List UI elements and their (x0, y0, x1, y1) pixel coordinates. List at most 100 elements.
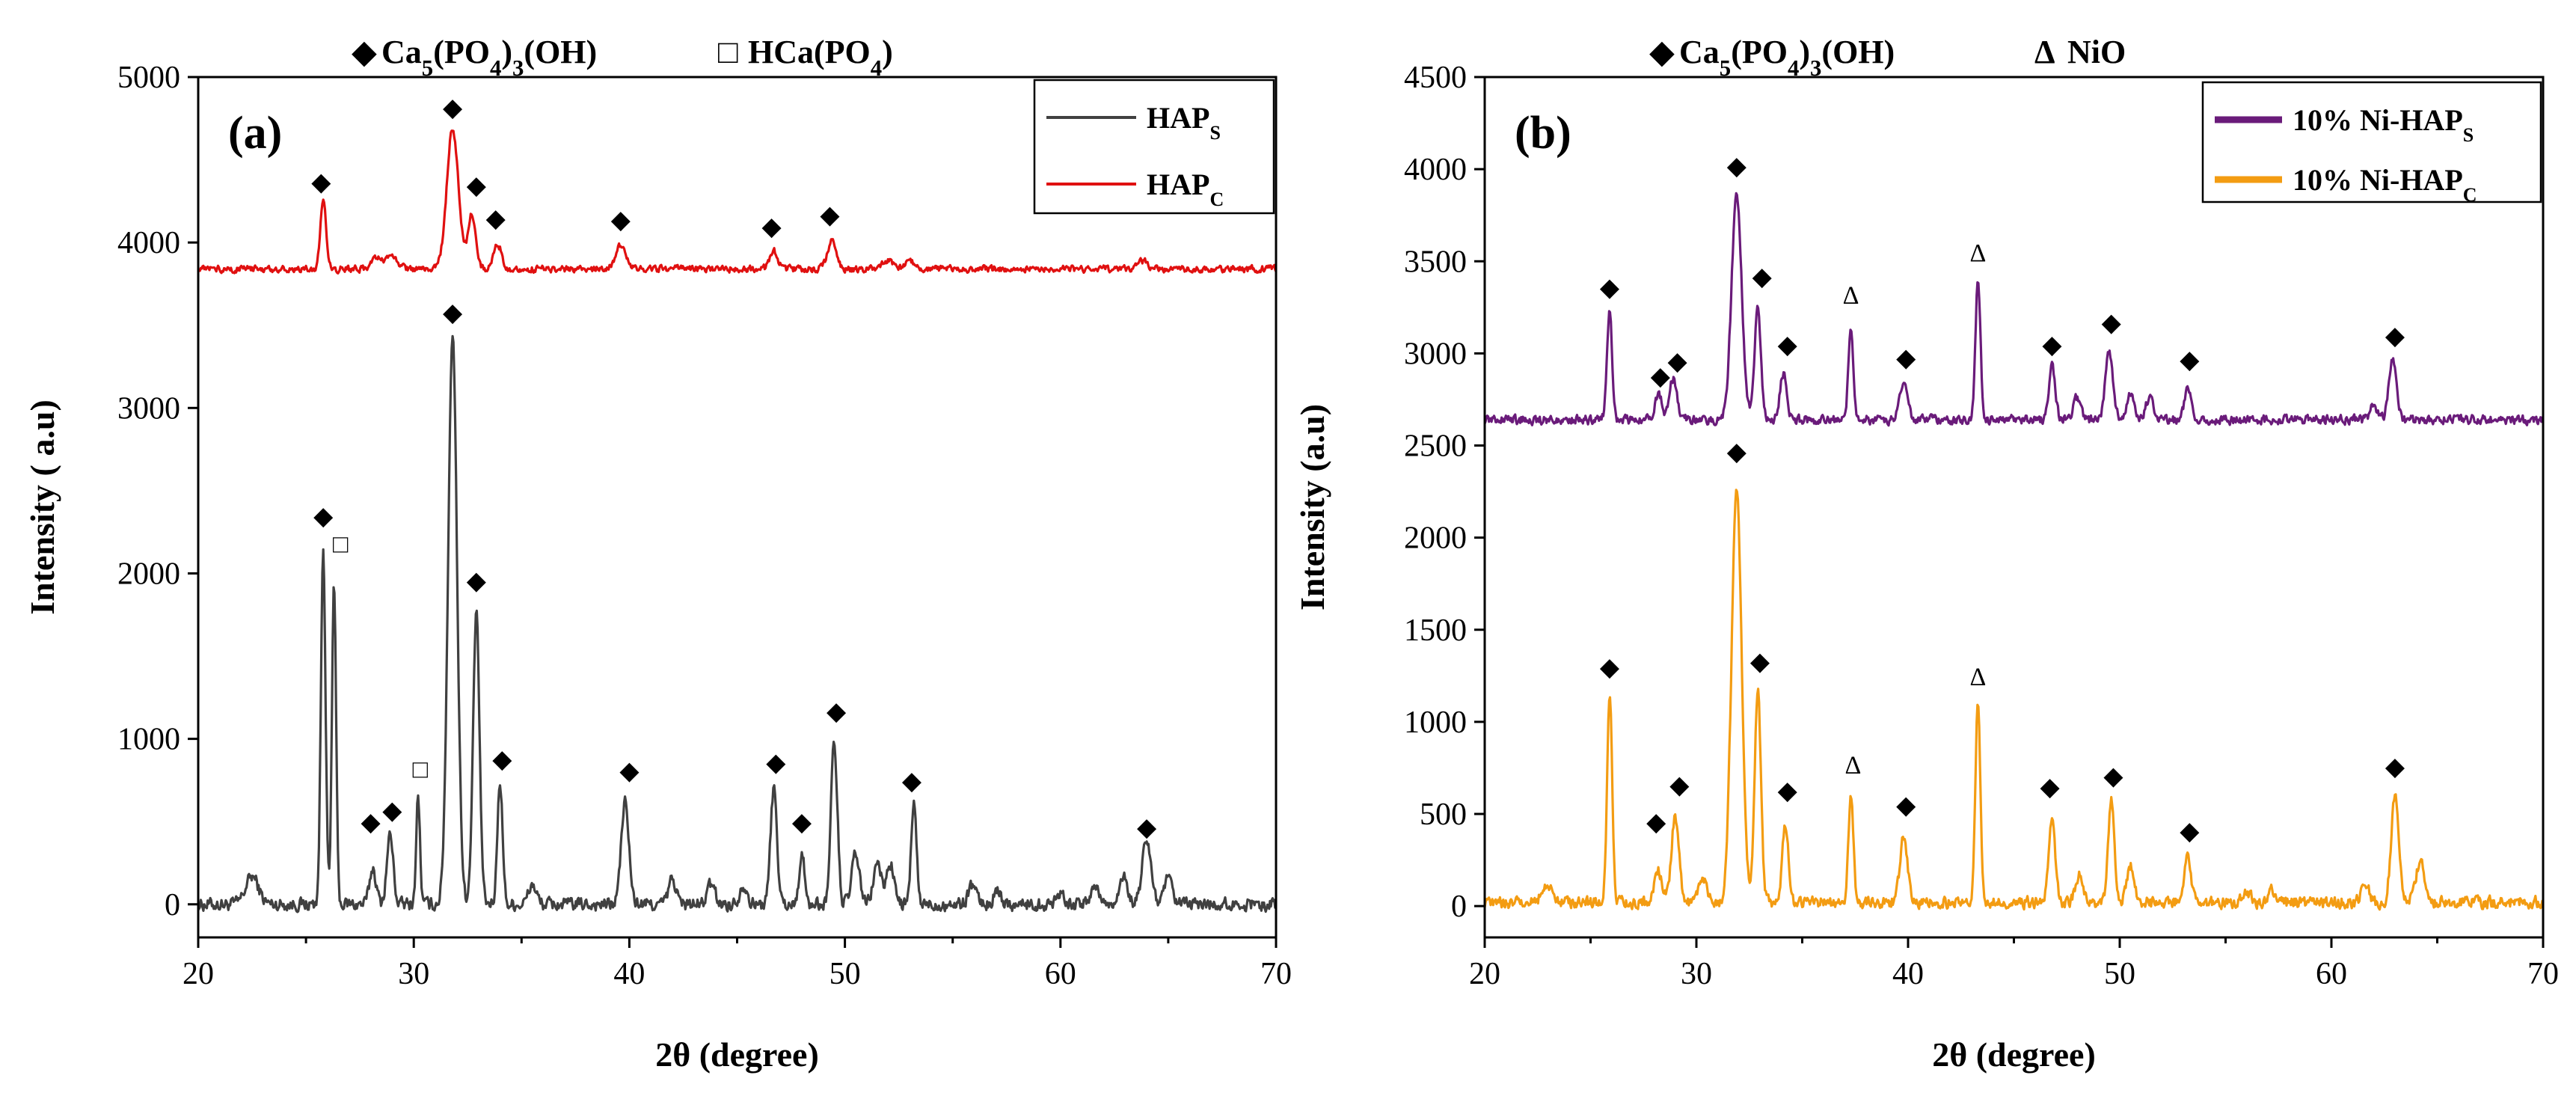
x-tick-label: 50 (829, 957, 861, 991)
x-tick-label: 40 (1892, 957, 1924, 991)
chart-panel-b: ◆◆◆◆◆◆Δ◆Δ◆◆◆◆◆◆◆◆◆◆Δ◆Δ◆ ◆◆◆20 30 40 50 60 7005… (1293, 34, 2559, 1074)
y-tick-label: 2000 (1404, 521, 1467, 556)
y-tick-label: 1500 (1404, 613, 1467, 648)
hap-marker-0-13: ◆ (1137, 814, 1157, 842)
hap-marker-0-0: ◆ (313, 503, 334, 530)
series-line-1 (1483, 489, 2545, 911)
y-tick-label: 0 (1451, 890, 1467, 924)
hap-marker-0-3: ◆ (1727, 153, 1747, 180)
y-tick-label: 1000 (117, 723, 180, 757)
nio-header-symbol: Δ (2034, 34, 2055, 70)
x-tick-label: 60 (1045, 957, 1076, 991)
hap-marker-1-2: ◆ (1669, 772, 1690, 800)
x-tick-label: 20 (183, 957, 214, 991)
hap-marker-1-11: ◆ (2180, 818, 2200, 845)
x-tick-label: 30 (1681, 957, 1712, 991)
x-axis-title: 2θ (degree) (655, 1035, 819, 1074)
y-tick-label: 4000 (1404, 153, 1467, 187)
nio-marker-0-8: Δ (1969, 239, 1986, 267)
x-tick-label: 30 (398, 957, 429, 991)
hap-marker-1-0: ◆ (1600, 654, 1620, 682)
y-tick-label: 3000 (1404, 337, 1467, 371)
y-tick-label: 3000 (117, 391, 180, 426)
hap-marker-1-3: ◆ (1727, 438, 1747, 466)
hap-marker-0-2: ◆ (361, 809, 381, 836)
legend-label-0: 10% Ni-HAPS (2293, 103, 2474, 146)
nio-header-label: NiO (2067, 34, 2126, 70)
series-line-0 (1483, 192, 2545, 427)
hap-marker-0-5: ◆ (1778, 331, 1798, 359)
legend-label-0: HAPS (1147, 101, 1221, 144)
hap-marker-0-7: ◆ (1896, 344, 1916, 372)
series-line-1 (197, 129, 1278, 275)
hydroxyapatite-header-label: Ca5(PO4)3(OH) (1679, 34, 1895, 81)
y-tick-label: 3500 (1404, 245, 1467, 279)
y-axis-title: Intensity (a.u) (1293, 404, 1331, 610)
nio-marker-0-6: Δ (1843, 282, 1859, 310)
hap-marker-1-7: ◆ (1896, 792, 1916, 820)
hap-marker-0-1: ◆ (1651, 363, 1671, 391)
hap-marker-1-2: ◆ (467, 172, 487, 200)
hap-marker-1-9: ◆ (2040, 774, 2061, 801)
chart-panel-a: ◆□◆ ◆□◆◆◆ ◆ ◆◆◆◆◆◆◆◆◆ ◆ ◆ ◆20 30 40 50 60 700100020… (23, 34, 1292, 1074)
hap-marker-0-3: ◆ (382, 797, 402, 825)
monetite-header-symbol: □ (718, 34, 738, 70)
hap-marker-0-10: ◆ (2102, 310, 2122, 337)
hap-marker-1-1: ◆ (1646, 809, 1666, 836)
hap-marker-0-9: ◆ (766, 750, 786, 777)
x-tick-label: 40 (613, 957, 645, 991)
hap-marker-0-4: ◆ (1752, 263, 1773, 291)
monetite-marker-0-1: □ (333, 531, 349, 559)
nio-marker-1-6: Δ (1844, 752, 1861, 780)
y-tick-label: 4500 (1404, 61, 1467, 95)
hap-marker-1-12: ◆ (2385, 753, 2405, 781)
x-tick-label: 60 (2316, 957, 2347, 991)
y-tick-label: 1000 (1404, 705, 1467, 740)
x-tick-label: 70 (2527, 957, 2559, 991)
hap-marker-0-11: ◆ (827, 698, 847, 726)
hap-marker-0-7: ◆ (492, 746, 512, 774)
hap-marker-0-9: ◆ (2042, 331, 2062, 359)
hap-marker-1-3: ◆ (486, 205, 506, 233)
y-tick-label: 500 (1420, 797, 1467, 832)
y-tick-label: 2500 (1404, 429, 1467, 464)
hap-marker-1-5: ◆ (762, 213, 782, 241)
hap-marker-1-4: ◆ (611, 206, 631, 234)
monetite-header-label: HCa(PO4) (748, 34, 893, 81)
x-tick-label: 20 (1469, 957, 1500, 991)
x-tick-label: 70 (1260, 957, 1292, 991)
monetite-marker-0-4: □ (413, 756, 429, 783)
hap-marker-0-12: ◆ (902, 768, 922, 795)
hap-marker-1-5: ◆ (1778, 777, 1798, 805)
legend-label-1: HAPC (1147, 168, 1224, 210)
legend-label-1: 10% Ni-HAPC (2293, 163, 2477, 206)
y-tick-label: 2000 (117, 557, 180, 591)
y-axis-title: Intensity ( a.u) (23, 399, 61, 615)
nio-marker-1-8: Δ (1969, 663, 1986, 691)
hydroxyapatite-header-symbol: ◆ (352, 34, 377, 70)
hap-marker-0-12: ◆ (2385, 322, 2405, 350)
series-line-0 (197, 334, 1278, 913)
x-axis-title: 2θ (degree) (1932, 1035, 2096, 1074)
plot-frame (1483, 76, 2545, 939)
panel-label: (b) (1515, 108, 1571, 159)
hydroxyapatite-header-label: Ca5(PO4)3(OH) (381, 34, 597, 81)
hap-marker-1-6: ◆ (820, 202, 840, 230)
hap-marker-1-10: ◆ (2103, 762, 2123, 790)
hap-marker-1-4: ◆ (1750, 649, 1770, 676)
x-tick-label: 50 (2104, 957, 2135, 991)
hap-marker-0-5: ◆ (443, 299, 463, 327)
y-tick-label: 0 (165, 888, 180, 922)
hap-marker-0-0: ◆ (1600, 275, 1620, 302)
hap-marker-0-2: ◆ (1667, 348, 1687, 376)
hydroxyapatite-header-symbol: ◆ (1649, 34, 1675, 70)
hap-marker-0-6: ◆ (467, 567, 487, 595)
hap-marker-0-11: ◆ (2180, 346, 2200, 374)
hap-marker-1-0: ◆ (311, 168, 331, 196)
panel-label: (a) (228, 108, 282, 159)
hap-marker-0-8: ◆ (619, 758, 640, 786)
y-tick-label: 5000 (117, 61, 180, 95)
y-tick-label: 4000 (117, 226, 180, 260)
